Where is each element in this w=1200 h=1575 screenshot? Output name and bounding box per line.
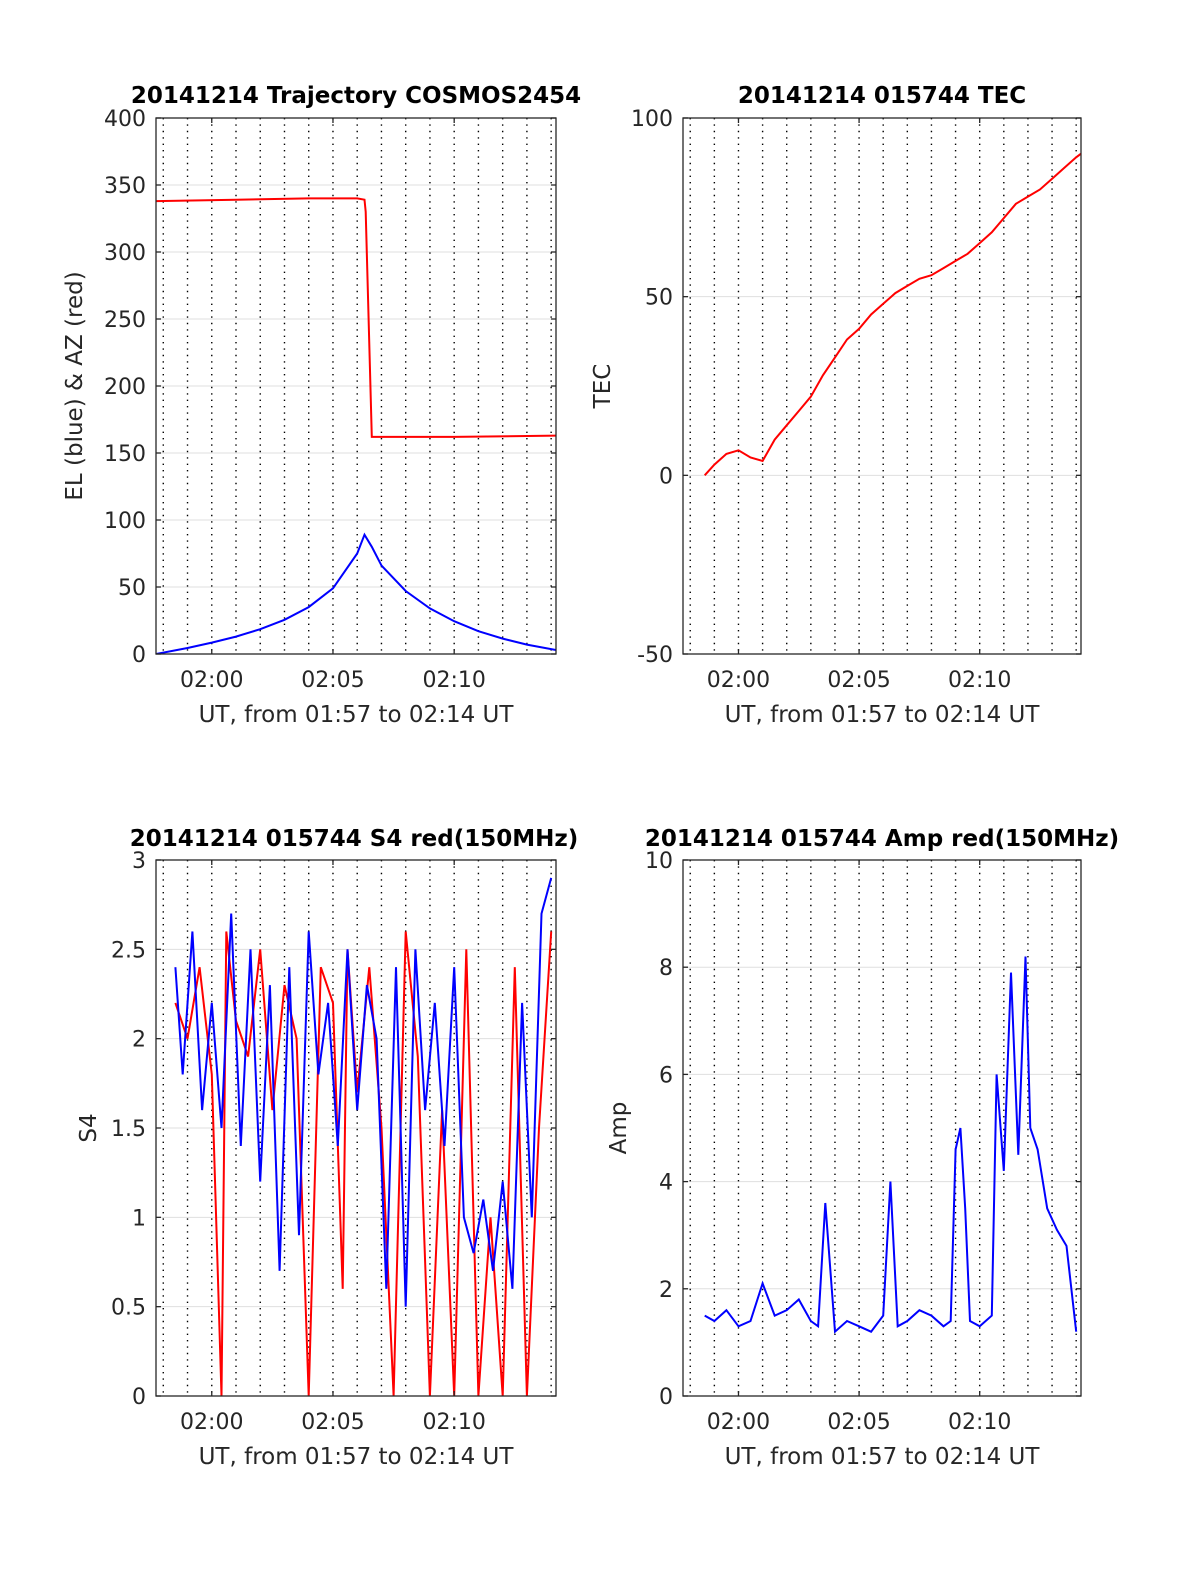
plot-amp: 20141214 015744 Amp red(150MHz) UT, from… — [606, 826, 1119, 1470]
y-tick-label: 350 — [104, 174, 146, 199]
x-tick-label: 02:00 — [707, 668, 770, 693]
x-tick-label: 02:00 — [707, 1410, 770, 1435]
y-tick-label: 4 — [659, 1171, 673, 1196]
y-axis-label: Amp — [606, 1102, 632, 1155]
y-tick-label: 3 — [132, 849, 146, 874]
y-tick-label: 400 — [104, 107, 146, 132]
y-tick-label: 0 — [659, 1385, 673, 1410]
x-tick-label: 02:05 — [827, 668, 890, 693]
series-line-0 — [156, 197, 556, 438]
y-tick-label: 0 — [132, 643, 146, 668]
y-tick-label: 100 — [631, 107, 673, 132]
series-line-1 — [156, 532, 556, 654]
y-tick-label: 200 — [104, 375, 146, 400]
x-tick-label: 02:00 — [180, 668, 243, 693]
plot-trajectory: 20141214 Trajectory COSMOS2454 UT, from … — [62, 83, 581, 728]
series-line-0 — [704, 956, 1078, 1334]
y-axis-label: TEC — [590, 364, 616, 410]
y-tick-label: 8 — [659, 956, 673, 981]
x-tick-label: 02:10 — [422, 1410, 485, 1435]
axes-box — [682, 117, 1082, 655]
x-tick-label: 02:05 — [827, 1410, 890, 1435]
plot-title: 20141214 015744 Amp red(150MHz) — [645, 826, 1119, 852]
x-axis-label: UT, from 01:57 to 02:14 UT — [199, 1444, 515, 1470]
y-tick-label: 250 — [104, 308, 146, 333]
axes-box — [682, 859, 1082, 1397]
plot-s4: 20141214 015744 S4 red(150MHz) UT, from … — [76, 826, 578, 1470]
plot-title: 20141214 015744 TEC — [738, 83, 1026, 109]
y-axis-label: S4 — [76, 1113, 102, 1142]
x-tick-label: 02:05 — [301, 1410, 364, 1435]
y-tick-label: 50 — [645, 286, 673, 311]
x-axis-label: UT, from 01:57 to 02:14 UT — [199, 702, 515, 728]
x-tick-label: 02:10 — [422, 668, 485, 693]
x-tick-label: 02:05 — [301, 668, 364, 693]
y-tick-label: 0 — [132, 1385, 146, 1410]
series-line-0 — [703, 152, 1081, 476]
y-tick-label: 0.5 — [111, 1296, 146, 1321]
y-tick-label: 2.5 — [111, 938, 146, 963]
plot-title: 20141214 015744 S4 red(150MHz) — [130, 826, 579, 852]
plot-title: 20141214 Trajectory COSMOS2454 — [131, 83, 581, 109]
y-tick-label: 1 — [132, 1206, 146, 1231]
y-tick-label: 6 — [659, 1063, 673, 1088]
x-tick-label: 02:00 — [180, 1410, 243, 1435]
x-tick-label: 02:10 — [948, 1410, 1011, 1435]
x-tick-label: 02:10 — [948, 668, 1011, 693]
y-tick-label: 10 — [645, 849, 673, 874]
series-line-0 — [174, 931, 553, 1396]
y-tick-label: 1.5 — [111, 1117, 146, 1142]
x-axis-label: UT, from 01:57 to 02:14 UT — [725, 1444, 1041, 1470]
y-tick-label: 50 — [118, 576, 146, 601]
plot-tec: 20141214 015744 TEC UT, from 01:57 to 02… — [590, 83, 1082, 728]
y-axis-label: EL (blue) & AZ (red) — [62, 271, 88, 500]
y-tick-label: 0 — [659, 464, 673, 489]
y-tick-label: 100 — [104, 509, 146, 534]
y-tick-label: 150 — [104, 442, 146, 467]
y-tick-label: 2 — [132, 1028, 146, 1053]
y-tick-label: 300 — [104, 241, 146, 266]
y-tick-label: 2 — [659, 1278, 673, 1303]
series-line-1 — [174, 877, 553, 1307]
y-tick-label: -50 — [637, 643, 673, 668]
x-axis-label: UT, from 01:57 to 02:14 UT — [725, 702, 1041, 728]
